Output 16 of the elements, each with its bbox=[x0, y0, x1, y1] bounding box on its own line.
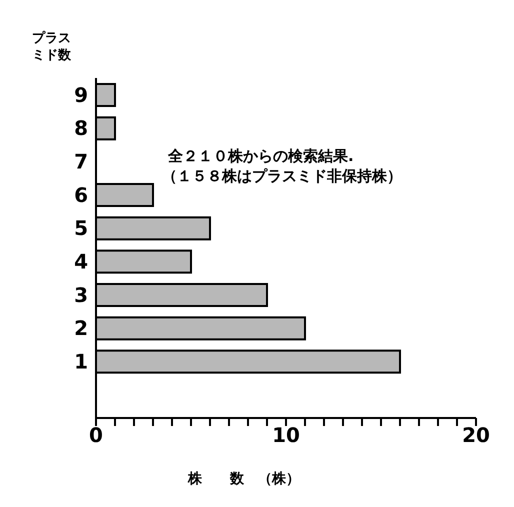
annotation: 全２１０株からの検索結果. bbox=[168, 146, 355, 166]
y-tick-label: 9 bbox=[74, 82, 88, 107]
y-tick-label: 4 bbox=[74, 249, 88, 274]
y-tick-label: 6 bbox=[74, 182, 88, 207]
y-tick-label: 7 bbox=[74, 149, 88, 174]
y-axis-title: プラスミド数 bbox=[32, 30, 71, 64]
y-tick-label: 3 bbox=[74, 282, 88, 307]
y-tick-label: 1 bbox=[74, 349, 88, 374]
x-axis-title: 株 数 （株） bbox=[188, 470, 300, 488]
y-tick-label: 8 bbox=[74, 116, 88, 140]
x-tick-label: 10 bbox=[272, 423, 300, 448]
annotation: （１５８株はプラスミド非保持株） bbox=[162, 166, 402, 186]
x-tick-label: 0 bbox=[89, 423, 103, 448]
y-tick-label: 5 bbox=[74, 216, 88, 240]
x-tick-label: 20 bbox=[462, 423, 490, 448]
y-tick-label: 2 bbox=[74, 316, 88, 340]
